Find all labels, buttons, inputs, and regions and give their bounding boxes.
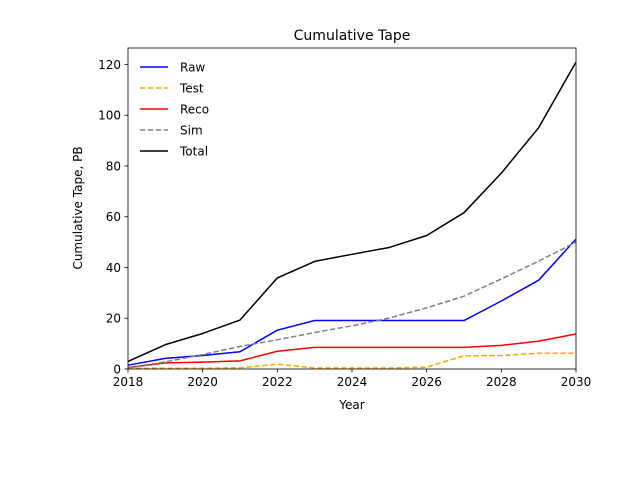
x-tick-label: 2028 — [486, 375, 517, 389]
y-axis-label: Cumulative Tape, PB — [71, 146, 85, 269]
y-tick-label: 60 — [106, 210, 121, 224]
series-line-raw — [127, 238, 577, 366]
series-line-reco — [127, 333, 577, 369]
legend: Raw Test Reco Sim Total — [140, 61, 209, 159]
x-tick-label: 2024 — [337, 375, 368, 389]
series-line-test — [128, 352, 576, 369]
x-tick-label: 2030 — [561, 375, 592, 389]
axes: 2018 2020 2022 2024 2026 2028 2030 0 20 40 60 80 100… — [98, 47, 592, 389]
legend-label-sim: Sim — [180, 124, 203, 138]
series-line-sim — [127, 241, 577, 369]
y-tick-label: 80 — [106, 159, 121, 173]
x-tick-label: 2018 — [113, 375, 144, 389]
series-line-total — [127, 61, 577, 363]
legend-label-reco: Reco — [180, 103, 209, 117]
chart-title: Cumulative Tape — [294, 28, 411, 44]
y-tick-label: 0 — [113, 363, 121, 377]
plot-lines — [127, 61, 577, 369]
legend-label-total: Total — [179, 145, 208, 159]
x-tick-label: 2026 — [411, 375, 442, 389]
x-tick-label: 2020 — [187, 375, 218, 389]
x-tick-label: 2022 — [262, 375, 293, 389]
y-tick-label: 20 — [106, 312, 121, 326]
legend-label-raw: Raw — [180, 61, 205, 75]
y-tick-label: 40 — [106, 261, 121, 275]
x-axis-label: Year — [338, 398, 364, 412]
y-tick-label: 120 — [98, 58, 121, 72]
legend-label-test: Test — [179, 82, 204, 96]
y-tick-label: 100 — [98, 109, 121, 123]
